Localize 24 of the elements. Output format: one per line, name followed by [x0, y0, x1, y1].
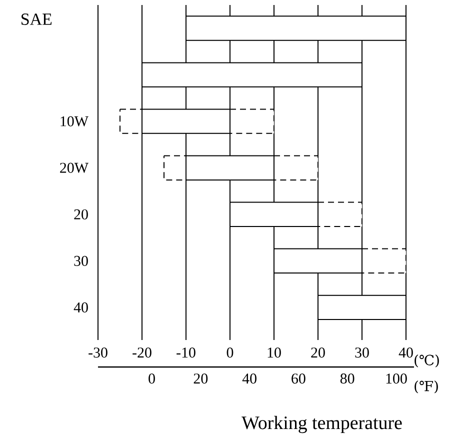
x2-tick-label: 20	[194, 374, 208, 384]
x-tick-label: -30	[88, 348, 108, 358]
y-axis-title: SAE	[22, 14, 52, 25]
x-tick-label: -20	[132, 348, 152, 358]
y-tick-label: 20	[74, 209, 88, 220]
x-tick-label: -10	[176, 348, 196, 358]
x-axis-title: (℃)	[414, 354, 439, 368]
x-tick-label: 20	[311, 348, 325, 358]
x2-tick-label: 0	[148, 374, 155, 384]
x-tick-label: 40	[398, 348, 413, 358]
x-tick-label: 0	[226, 348, 234, 358]
x2-axis-title: (℉)	[414, 380, 438, 394]
y-tick-label: 10W	[60, 116, 88, 126]
x2-tick-label: 80	[340, 374, 354, 384]
text: Working temperature	[242, 416, 402, 434]
bar	[142, 62, 362, 88]
x2-tick-label: 100	[386, 374, 407, 384]
x2-tick-label: 40	[242, 374, 256, 384]
x-tick-label: 30	[355, 348, 369, 358]
y-tick-label: 20W	[60, 162, 88, 173]
x-tick-label: 10	[268, 348, 281, 358]
y-tick-label: 40	[74, 302, 88, 312]
x2-tick-label: 60	[292, 374, 306, 384]
y-tick-label: 30	[74, 256, 88, 266]
